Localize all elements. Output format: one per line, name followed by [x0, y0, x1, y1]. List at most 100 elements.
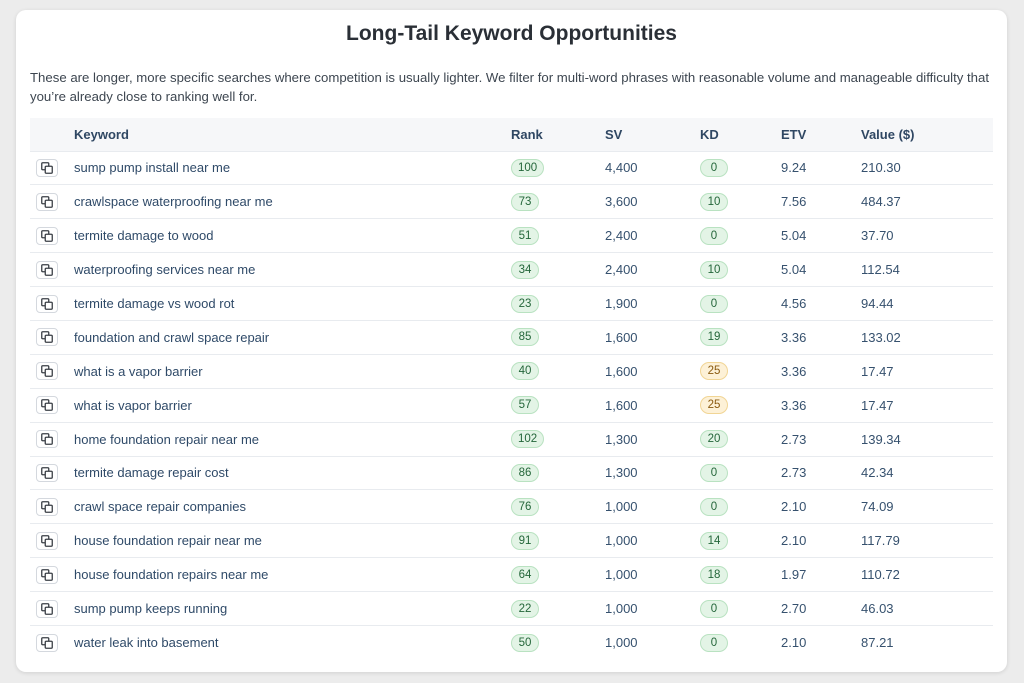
- copy-button[interactable]: [36, 565, 58, 584]
- kd-badge: 0: [700, 633, 728, 652]
- kd-cell: 20: [700, 422, 781, 456]
- sv-cell: 1,000: [605, 567, 638, 583]
- sv-cell: 3,600: [605, 194, 638, 210]
- copy-button[interactable]: [36, 633, 58, 652]
- rank-badge: 57: [511, 396, 539, 415]
- keyword-table: Keyword Rank SV KD ETV Value ($) sump pu…: [30, 118, 993, 659]
- header-kd[interactable]: KD: [700, 126, 719, 142]
- rank-badge: 64: [511, 565, 539, 584]
- rank-cell: 73: [511, 185, 605, 219]
- copy-cell: [30, 219, 74, 253]
- copy-cell: [30, 354, 74, 388]
- copy-button[interactable]: [36, 430, 58, 449]
- copy-cell: [30, 524, 74, 558]
- value-cell: 94.44: [861, 296, 894, 311]
- kd-cell: 10: [700, 185, 781, 219]
- copy-cell: [30, 625, 74, 659]
- kd-cell: 0: [700, 287, 781, 321]
- kd-cell: 10: [700, 253, 781, 287]
- sv-cell: 1,000: [605, 499, 638, 515]
- table-row: house foundation repair near me 91 1,000…: [30, 523, 993, 558]
- copy-button[interactable]: [36, 294, 58, 313]
- rank-badge: 86: [511, 463, 539, 482]
- header-rank[interactable]: Rank: [511, 126, 543, 142]
- copy-cell: [30, 456, 74, 490]
- keyword-cell: termite damage vs wood rot: [74, 296, 235, 311]
- keyword-cell: termite damage to wood: [74, 228, 214, 244]
- copy-icon: [41, 195, 53, 208]
- etv-cell: 7.56: [781, 194, 807, 210]
- header-value[interactable]: Value ($): [861, 126, 915, 142]
- copy-cell: [30, 287, 74, 321]
- sv-cell: 1,000: [605, 635, 638, 651]
- value-cell: 133.02: [861, 329, 901, 345]
- copy-icon: [41, 263, 53, 276]
- kd-cell: 0: [700, 490, 781, 524]
- table-header-row: Keyword Rank SV KD ETV Value ($): [30, 118, 993, 151]
- rank-cell: 22: [511, 592, 605, 626]
- table-row: water leak into basement 50 1,000 0 2.10…: [30, 625, 993, 659]
- kd-badge: 19: [700, 328, 728, 347]
- rank-badge: 73: [511, 192, 539, 211]
- table-row: what is vapor barrier 57 1,600 25 3.36 1…: [30, 388, 993, 422]
- copy-cell: [30, 422, 74, 456]
- rank-cell: 23: [511, 287, 605, 321]
- rank-cell: 85: [511, 320, 605, 354]
- copy-icon: [41, 500, 53, 513]
- keyword-cell: home foundation repair near me: [74, 431, 260, 447]
- header-sv[interactable]: SV: [605, 126, 623, 142]
- copy-button[interactable]: [36, 158, 58, 177]
- value-cell: 17.47: [861, 397, 894, 413]
- copy-button[interactable]: [36, 531, 58, 550]
- header-copy: [30, 118, 74, 151]
- rank-badge: 76: [511, 497, 539, 516]
- rank-cell: 86: [511, 456, 605, 490]
- rank-badge: 85: [511, 328, 539, 347]
- etv-cell: 9.24: [781, 160, 807, 176]
- sv-cell: 1,000: [605, 601, 638, 617]
- copy-icon: [41, 162, 53, 174]
- copy-button[interactable]: [36, 328, 58, 347]
- copy-cell: [30, 320, 74, 354]
- kd-cell: 19: [700, 320, 781, 354]
- copy-icon: [41, 365, 53, 378]
- sv-cell: 1,600: [605, 397, 638, 413]
- kd-cell: 18: [700, 558, 781, 592]
- kd-cell: 0: [700, 456, 781, 490]
- copy-button[interactable]: [36, 396, 58, 415]
- rank-badge: 102: [511, 430, 545, 449]
- copy-button[interactable]: [36, 192, 58, 211]
- copy-icon: [41, 229, 53, 242]
- kd-badge: 25: [700, 362, 728, 381]
- kd-cell: 0: [700, 592, 781, 626]
- table-row: termite damage vs wood rot 23 1,900 0 4.…: [30, 286, 993, 321]
- value-cell: 74.09: [861, 499, 894, 515]
- header-keyword[interactable]: Keyword: [74, 126, 129, 142]
- kd-badge: 10: [700, 192, 728, 211]
- etv-cell: 3.36: [781, 329, 807, 345]
- kd-badge: 0: [700, 294, 728, 313]
- rank-cell: 50: [511, 625, 605, 659]
- value-cell: 210.30: [861, 160, 901, 176]
- copy-button[interactable]: [36, 226, 58, 245]
- kd-cell: 0: [700, 219, 781, 253]
- keyword-cell: what is vapor barrier: [74, 397, 192, 413]
- copy-button[interactable]: [36, 362, 58, 381]
- table-row: sump pump install near me 100 4,400 0 9.…: [30, 151, 993, 185]
- sv-cell: 1,300: [605, 465, 638, 481]
- table-row: termite damage to wood 51 2,400 0 5.04 3…: [30, 218, 993, 253]
- keyword-cell: sump pump keeps running: [74, 601, 228, 617]
- copy-cell: [30, 558, 74, 592]
- header-etv[interactable]: ETV: [781, 126, 807, 142]
- sv-cell: 1,000: [605, 533, 638, 549]
- copy-button[interactable]: [36, 260, 58, 279]
- keyword-cell: house foundation repair near me: [74, 533, 262, 549]
- kd-badge: 10: [700, 260, 728, 279]
- keyword-cell: foundation and crawl space repair: [74, 329, 270, 345]
- etv-cell: 2.73: [781, 431, 807, 447]
- copy-button[interactable]: [36, 497, 58, 516]
- copy-button[interactable]: [36, 463, 58, 482]
- copy-button[interactable]: [36, 599, 58, 618]
- rank-cell: 102: [511, 422, 605, 456]
- copy-icon: [41, 636, 53, 649]
